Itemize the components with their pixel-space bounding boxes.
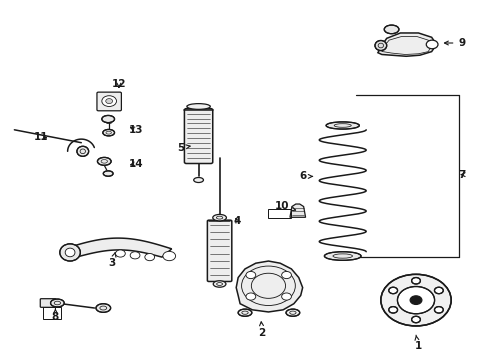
- Polygon shape: [64, 238, 172, 257]
- FancyBboxPatch shape: [40, 299, 56, 307]
- Text: 8: 8: [52, 309, 59, 322]
- Circle shape: [246, 271, 256, 279]
- Ellipse shape: [213, 215, 226, 221]
- Text: 3: 3: [108, 252, 116, 268]
- Text: 13: 13: [129, 125, 144, 135]
- Text: 4: 4: [234, 216, 241, 226]
- Text: 6: 6: [299, 171, 312, 181]
- Circle shape: [412, 278, 420, 284]
- Text: 1: 1: [415, 335, 421, 351]
- Circle shape: [381, 274, 451, 326]
- Ellipse shape: [98, 157, 111, 165]
- Ellipse shape: [375, 41, 387, 50]
- Ellipse shape: [77, 146, 89, 156]
- Circle shape: [389, 287, 397, 294]
- Circle shape: [246, 293, 256, 300]
- Ellipse shape: [103, 171, 113, 176]
- FancyBboxPatch shape: [207, 220, 232, 282]
- Ellipse shape: [103, 130, 115, 136]
- Ellipse shape: [65, 248, 75, 257]
- Ellipse shape: [324, 252, 361, 260]
- FancyBboxPatch shape: [97, 92, 122, 111]
- Polygon shape: [378, 33, 437, 56]
- Circle shape: [435, 287, 443, 294]
- Ellipse shape: [326, 122, 359, 129]
- Polygon shape: [236, 261, 303, 312]
- Ellipse shape: [96, 304, 111, 312]
- Circle shape: [106, 99, 113, 104]
- Text: 5: 5: [177, 143, 190, 153]
- Polygon shape: [290, 204, 306, 217]
- Ellipse shape: [384, 25, 399, 34]
- Ellipse shape: [286, 309, 300, 316]
- Text: 11: 11: [33, 132, 48, 142]
- Circle shape: [116, 250, 125, 257]
- Circle shape: [282, 271, 292, 279]
- Ellipse shape: [238, 309, 252, 316]
- Ellipse shape: [194, 177, 203, 183]
- Text: 2: 2: [259, 322, 266, 338]
- Ellipse shape: [102, 116, 115, 123]
- Text: 9: 9: [444, 38, 466, 48]
- Circle shape: [426, 40, 438, 49]
- Circle shape: [145, 253, 155, 261]
- FancyBboxPatch shape: [184, 109, 213, 163]
- Circle shape: [412, 316, 420, 323]
- Text: 10: 10: [275, 201, 295, 211]
- Circle shape: [397, 287, 435, 314]
- Ellipse shape: [213, 281, 226, 287]
- Circle shape: [282, 293, 292, 300]
- Ellipse shape: [50, 299, 64, 307]
- Circle shape: [410, 296, 422, 305]
- Text: 14: 14: [129, 158, 144, 168]
- Circle shape: [389, 307, 397, 313]
- Circle shape: [102, 96, 117, 107]
- Text: 12: 12: [112, 79, 126, 89]
- Circle shape: [130, 252, 140, 259]
- Circle shape: [163, 251, 175, 261]
- Text: 7: 7: [459, 170, 466, 180]
- Circle shape: [435, 307, 443, 313]
- Ellipse shape: [60, 244, 80, 261]
- Ellipse shape: [187, 104, 210, 109]
